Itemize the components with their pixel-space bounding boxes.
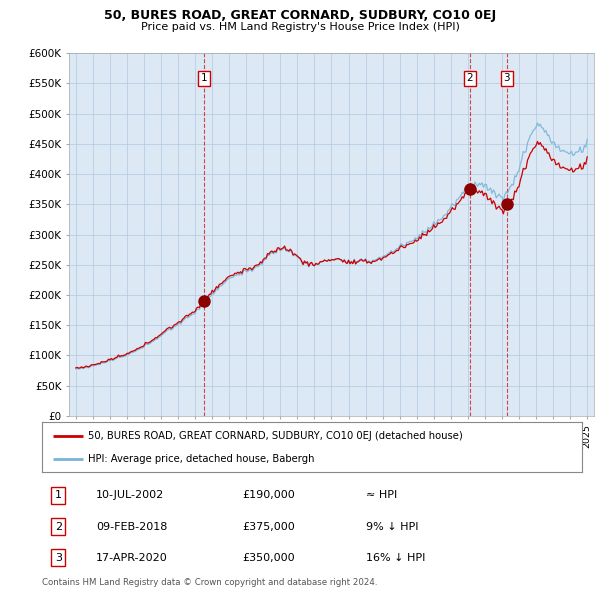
Text: 50, BURES ROAD, GREAT CORNARD, SUDBURY, CO10 0EJ: 50, BURES ROAD, GREAT CORNARD, SUDBURY, …: [104, 9, 496, 22]
Text: HPI: Average price, detached house, Babergh: HPI: Average price, detached house, Babe…: [88, 454, 314, 464]
Text: 09-FEB-2018: 09-FEB-2018: [96, 522, 167, 532]
Text: 2: 2: [55, 522, 62, 532]
Text: 50, BURES ROAD, GREAT CORNARD, SUDBURY, CO10 0EJ (detached house): 50, BURES ROAD, GREAT CORNARD, SUDBURY, …: [88, 431, 463, 441]
Text: 1: 1: [201, 74, 208, 84]
Text: 3: 3: [55, 553, 62, 563]
Text: £375,000: £375,000: [242, 522, 295, 532]
Text: Contains HM Land Registry data © Crown copyright and database right 2024.: Contains HM Land Registry data © Crown c…: [42, 578, 377, 587]
Text: 9% ↓ HPI: 9% ↓ HPI: [366, 522, 419, 532]
Text: 2: 2: [467, 74, 473, 84]
Text: 17-APR-2020: 17-APR-2020: [96, 553, 168, 563]
Text: ≈ HPI: ≈ HPI: [366, 490, 397, 500]
Text: 3: 3: [503, 74, 510, 84]
Text: Price paid vs. HM Land Registry's House Price Index (HPI): Price paid vs. HM Land Registry's House …: [140, 22, 460, 32]
Text: 1: 1: [55, 490, 62, 500]
Text: £350,000: £350,000: [242, 553, 295, 563]
Text: 16% ↓ HPI: 16% ↓ HPI: [366, 553, 425, 563]
Text: £190,000: £190,000: [242, 490, 295, 500]
Text: 10-JUL-2002: 10-JUL-2002: [96, 490, 164, 500]
